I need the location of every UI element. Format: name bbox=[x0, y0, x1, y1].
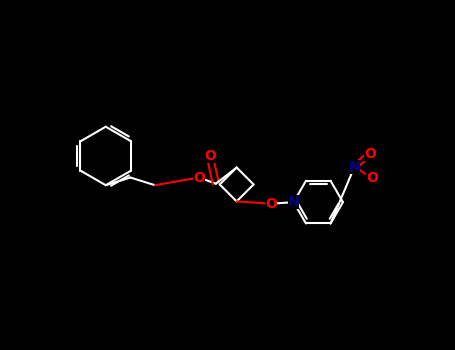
Text: O: O bbox=[204, 149, 216, 163]
Text: O: O bbox=[364, 147, 376, 161]
Text: N: N bbox=[349, 160, 360, 174]
Text: O: O bbox=[265, 197, 277, 211]
Text: O: O bbox=[366, 171, 378, 185]
Text: N: N bbox=[288, 195, 299, 209]
Text: O: O bbox=[193, 170, 205, 184]
